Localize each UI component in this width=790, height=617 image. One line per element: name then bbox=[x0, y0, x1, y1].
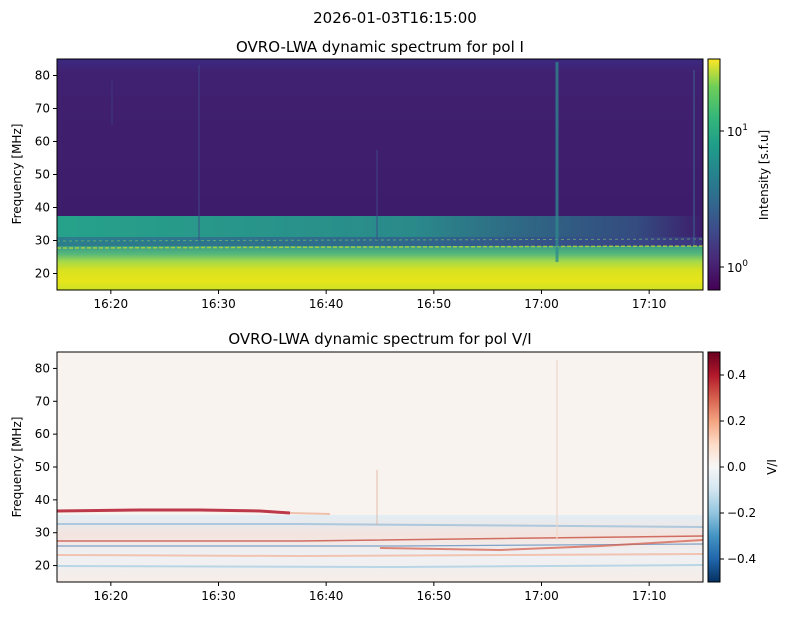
panel-pol-i-heatmap bbox=[57, 59, 703, 290]
figure-suptitle: 2026-01-03T16:15:00 bbox=[313, 9, 477, 27]
y-tick-label: 50 bbox=[35, 168, 50, 182]
panel-pol-i-y-ticks: 20 30 40 50 60 70 80 bbox=[35, 69, 57, 281]
panel-pol-i-low-band bbox=[57, 246, 703, 290]
panel-pol-vi-colorbar-gradient bbox=[707, 351, 721, 583]
panel-pol-i-colorbar: 101 100 Intensity [s.f.u] bbox=[707, 58, 771, 291]
panel-pol-vi-colorbar-label: V/I bbox=[765, 459, 779, 475]
panel-pol-vi-band bbox=[57, 535, 703, 542]
panel-pol-vi-band bbox=[57, 553, 703, 558]
x-tick-label: 16:40 bbox=[309, 297, 344, 311]
y-tick-label: 80 bbox=[35, 69, 50, 83]
x-tick-label: 17:00 bbox=[524, 297, 559, 311]
colorbar-tick-label: 0.4 bbox=[727, 368, 746, 382]
panel-pol-vi-positive-line bbox=[57, 508, 291, 515]
x-tick-label: 16:30 bbox=[201, 589, 236, 603]
panel-pol-i: OVRO-LWA dynamic spectrum for pol I 20 30… bbox=[10, 38, 771, 311]
x-tick-label: 16:30 bbox=[201, 297, 236, 311]
panel-pol-i-title: OVRO-LWA dynamic spectrum for pol I bbox=[236, 38, 524, 56]
x-tick-label: 16:20 bbox=[94, 297, 129, 311]
colorbar-tick-label: 0.2 bbox=[727, 414, 746, 428]
y-tick-label: 70 bbox=[35, 394, 50, 408]
panel-pol-i-colorbar-gradient bbox=[707, 58, 721, 291]
x-tick-label: 16:20 bbox=[94, 589, 129, 603]
panel-pol-vi-positive-line-fade bbox=[289, 512, 331, 515]
y-tick-label: 70 bbox=[35, 102, 50, 116]
y-tick-label: 80 bbox=[35, 361, 50, 375]
x-tick-label: 16:40 bbox=[309, 589, 344, 603]
y-tick-label: 60 bbox=[35, 427, 50, 441]
panel-pol-vi-band bbox=[57, 564, 703, 569]
x-tick-label: 16:50 bbox=[417, 589, 452, 603]
panel-pol-vi-x-ticks: 16:20 16:30 16:40 16:50 17:00 17:10 bbox=[94, 582, 667, 603]
colorbar-tick-label: 100 bbox=[727, 259, 748, 275]
panel-pol-vi-band bbox=[57, 543, 703, 547]
panel-pol-vi-title: OVRO-LWA dynamic spectrum for pol V/I bbox=[228, 330, 531, 348]
y-tick-label: 40 bbox=[35, 201, 50, 215]
y-tick-label: 40 bbox=[35, 493, 50, 507]
y-tick-label: 30 bbox=[35, 526, 50, 540]
y-tick-label: 30 bbox=[35, 234, 50, 248]
y-tick-label: 20 bbox=[35, 559, 50, 573]
panel-pol-vi-heatmap bbox=[57, 352, 703, 582]
colorbar-tick-label: 101 bbox=[727, 123, 748, 139]
panel-pol-vi-colorbar-ticks: 0.4 0.2 0.0 −0.2 −0.4 bbox=[720, 368, 756, 566]
colorbar-tick-label: −0.4 bbox=[727, 552, 756, 566]
x-tick-label: 17:00 bbox=[524, 589, 559, 603]
x-tick-label: 17:10 bbox=[632, 297, 667, 311]
y-tick-label: 20 bbox=[35, 267, 50, 281]
colorbar-tick-label: −0.2 bbox=[727, 506, 756, 520]
panel-pol-i-colorbar-label: Intensity [s.f.u] bbox=[757, 130, 771, 220]
panel-pol-vi-colorbar: 0.4 0.2 0.0 −0.2 −0.4 V/I bbox=[707, 351, 779, 583]
panel-pol-vi-ylabel: Frequency [MHz] bbox=[10, 417, 24, 518]
x-tick-label: 16:50 bbox=[417, 297, 452, 311]
panel-pol-vi-y-ticks: 20 30 40 50 60 70 80 bbox=[35, 361, 57, 573]
x-tick-label: 17:10 bbox=[632, 589, 667, 603]
colorbar-tick-label: 0.0 bbox=[727, 460, 746, 474]
panel-pol-i-ylabel: Frequency [MHz] bbox=[10, 124, 24, 225]
panel-pol-vi-band bbox=[379, 539, 703, 552]
y-tick-label: 60 bbox=[35, 135, 50, 149]
panel-pol-vi: OVRO-LWA dynamic spectrum for pol V/I 20… bbox=[10, 330, 779, 603]
panel-pol-vi-band bbox=[57, 523, 703, 528]
panel-pol-i-x-ticks: 16:20 16:30 16:40 16:50 17:00 17:10 bbox=[94, 290, 667, 311]
y-tick-label: 50 bbox=[35, 460, 50, 474]
